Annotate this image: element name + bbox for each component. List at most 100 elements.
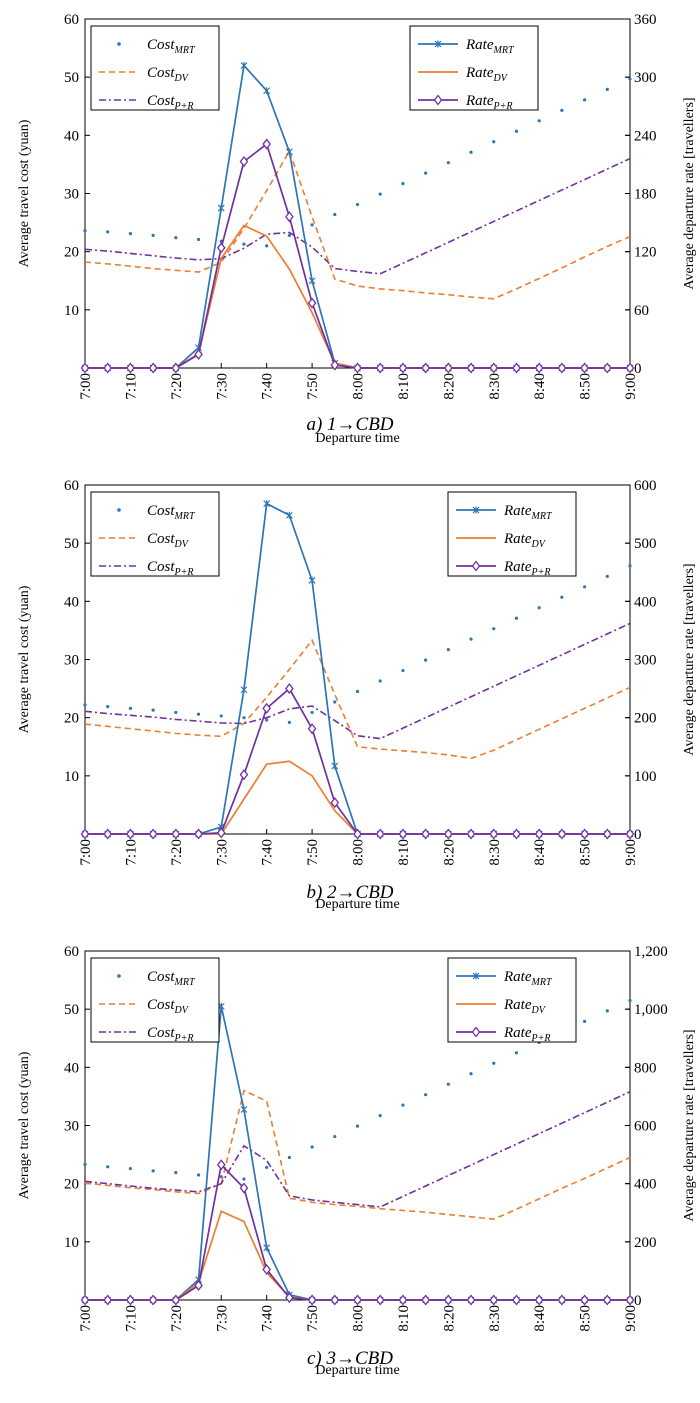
left-y-tick-label: 60 [64, 478, 79, 494]
left-y-tick-label: 50 [64, 536, 79, 552]
left-y-tick-label: 40 [64, 128, 79, 144]
rate-pr-line [85, 142, 630, 369]
legend-label-name: Rate [465, 93, 494, 109]
cost-mrt-point [174, 1171, 178, 1175]
x-tick-label: 7:40 [260, 373, 276, 400]
chart-panel-1: 10 20 30 40 50 60 0 60 120 180 240 300 360 7:00 7:10 7:… [17, 12, 697, 446]
legend-label-cost-dv: CostDV [147, 997, 190, 1016]
rate-pr-point [398, 1294, 408, 1306]
cost-mrt-point [628, 564, 632, 568]
cost-mrt-point [424, 171, 428, 175]
rate-pr-point [580, 362, 589, 374]
left-y-tick-label: 50 [64, 70, 79, 86]
rate-pr-point [489, 828, 499, 840]
rate-pr-point [375, 1294, 385, 1306]
rate-series-mrt [81, 1002, 634, 1304]
cost-mrt-point [106, 1165, 110, 1169]
rate-pr-point [126, 362, 135, 374]
cost-mrt-point [537, 606, 541, 610]
legend-label-subscript: P+R [174, 1033, 194, 1044]
rate-pr-point [398, 828, 408, 840]
cost-mrt-point [196, 237, 201, 242]
legend-label-rate-pr: RateP+R [503, 559, 550, 578]
legend-label-name: Cost [147, 37, 175, 53]
rate-pr-point [625, 828, 635, 840]
cost-mrt-point [355, 689, 360, 694]
panel-caption: a) 1→CBD [306, 414, 393, 435]
legend-marker-rate-mrt [472, 506, 480, 514]
legend-marker-rate-pr [471, 1026, 481, 1038]
rate-series-pr [80, 1159, 635, 1306]
legend-marker-rate-mrt [434, 40, 442, 48]
legend-marker-rate-pr [471, 560, 481, 572]
cost-mrt-point [424, 658, 428, 662]
legend-swatch-cost-mrt [117, 974, 121, 978]
cost-mrt-point [628, 998, 632, 1003]
rate-pr-point [421, 362, 430, 374]
legend-label-subscript: P+R [493, 101, 513, 112]
cost-mrt-point [537, 119, 541, 123]
cost-series-pr [84, 157, 631, 275]
rate-pr-point [534, 1294, 544, 1306]
rate-pr-point [444, 362, 453, 374]
legend-label-name: Rate [503, 531, 532, 547]
right-y-tick-label: 1,200 [634, 944, 668, 960]
left-y-axis-label: Average travel cost (yuan) [17, 585, 32, 733]
legend-marker-rate-pr [433, 94, 443, 106]
cost-series-pr [84, 622, 631, 740]
legend-box [447, 491, 577, 577]
left-y-tick-label: 40 [64, 1060, 79, 1076]
panel-caption: c) 3→CBD [307, 1348, 393, 1369]
legend-label-rate-dv: RateDV [465, 65, 509, 84]
rate-pr-point [285, 1292, 294, 1304]
cost-mrt-point [242, 242, 246, 246]
legend-label-rate-mrt: RateMRT [503, 969, 553, 988]
x-tick-label: 8:00 [351, 373, 367, 400]
rate-pr-point [512, 1294, 521, 1306]
right-y-tick-label: 0 [634, 361, 642, 377]
cost-mrt-point [582, 1019, 587, 1023]
x-tick-label: 7:10 [123, 373, 139, 400]
rate-series-dv [85, 224, 630, 369]
legend-label-subscript: P+R [531, 1033, 551, 1044]
right-y-tick-label: 240 [634, 128, 657, 144]
left-y-tick-label: 30 [64, 187, 79, 203]
right-y-tick-label: 300 [634, 653, 657, 669]
cost-mrt-point [106, 705, 110, 709]
cost-mrt-point [424, 1093, 428, 1097]
cost-mrt-point [514, 1051, 519, 1055]
cost-mrt-point [287, 233, 291, 237]
x-axis-label: Departure time [315, 1363, 399, 1378]
cost-mrt-point [628, 77, 632, 81]
rate-pr-line [85, 687, 630, 835]
rate-pr-point [444, 828, 453, 840]
right-y-tick-label: 200 [634, 1235, 657, 1251]
rate-mrt-point [263, 87, 271, 95]
x-tick-label: 7:50 [305, 839, 321, 866]
legend-label-subscript: P+R [174, 101, 194, 112]
legend-label-rate-mrt: RateMRT [465, 37, 515, 56]
rate-pr-point [534, 828, 544, 840]
cost-mrt-point [492, 140, 496, 144]
rate-mrt-point [331, 762, 339, 770]
x-tick-label: 7:40 [260, 1305, 276, 1332]
cost-series-dv [84, 149, 631, 300]
right-y-axis-label: Average departure rate [travellers] [682, 97, 697, 289]
cost-mrt-point [128, 706, 133, 710]
cost-mrt-point [446, 161, 450, 165]
rate-pr-point [580, 828, 589, 840]
rate-pr-point [489, 362, 499, 374]
rate-pr-point [80, 828, 90, 840]
legend-label-name: Cost [147, 1025, 175, 1041]
rate-mrt-point [308, 576, 316, 584]
legend-label-cost-pr: CostP+R [147, 93, 193, 112]
rate-pr-point [557, 1294, 567, 1306]
rate-mrt-point [263, 1244, 271, 1252]
rate-pr-point [171, 828, 181, 840]
legend-box [90, 491, 220, 577]
cost-mrt-point [401, 1103, 405, 1107]
rate-pr-point [262, 702, 271, 714]
rate-pr-point [126, 1294, 135, 1306]
cost-mrt-point [469, 637, 473, 641]
x-tick-label: 8:50 [578, 373, 594, 400]
